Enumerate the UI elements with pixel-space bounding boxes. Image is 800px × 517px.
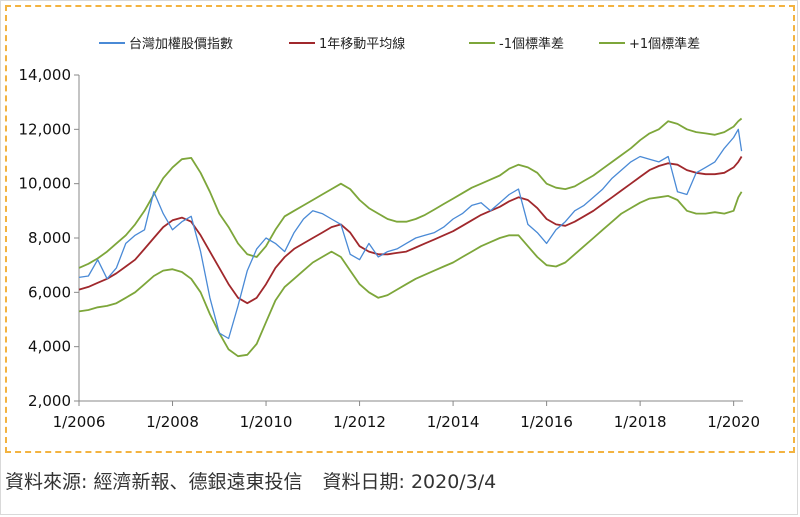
line-chart: 台灣加權股價指數 1年移動平均線 -1個標準差 +1個標準差 2,000 4,000 6,…: [19, 36, 761, 431]
y-tick-label: 12,000: [19, 120, 72, 138]
y-tick-label: 8,000: [28, 229, 71, 247]
y-tick-label: 4,000: [28, 338, 71, 356]
series-line-0: [78, 128, 743, 340]
x-tick-label: 1/2016: [520, 413, 573, 431]
series-line-3: [78, 117, 743, 269]
y-tick-label: 14,000: [19, 66, 72, 84]
data-date-note: 資料日期: 2020/3/4: [322, 471, 497, 493]
x-tick-label: 1/2018: [614, 413, 667, 431]
y-tick-label: 6,000: [28, 283, 71, 301]
chart-axes: 2,000 4,000 6,000 8,000 10,000 12,000 14,000 1/…: [19, 66, 761, 431]
chart-series: [78, 117, 743, 358]
legend-label-1: 1年移動平均線: [319, 36, 405, 52]
x-tick-label: 1/2008: [146, 413, 199, 431]
chart-container: 台灣加權股價指數 1年移動平均線 -1個標準差 +1個標準差 2,000 4,000 6,…: [5, 5, 795, 453]
x-tick-label: 1/2006: [53, 413, 106, 431]
y-tick-label: 10,000: [19, 175, 72, 193]
x-tick-label: 1/2010: [240, 413, 293, 431]
legend-label-0: 台灣加權股價指數: [129, 37, 233, 52]
series-line-2: [78, 191, 743, 358]
x-tick-label: 1/2012: [333, 413, 386, 431]
x-tick-label: 1/2020: [707, 413, 760, 431]
y-tick-label: 2,000: [28, 392, 71, 410]
source-note: 資料來源: 經濟新報、德銀遠東投信: [5, 471, 303, 493]
legend-label-3: +1個標準差: [629, 36, 700, 52]
series-line-1: [78, 156, 743, 305]
x-tick-label: 1/2014: [427, 413, 480, 431]
chart-legend: 台灣加權股價指數 1年移動平均線 -1個標準差 +1個標準差: [99, 36, 700, 52]
legend-label-2: -1個標準差: [499, 36, 564, 52]
chart-footer: 資料來源: 經濟新報、德銀遠東投信 資料日期: 2020/3/4: [5, 467, 510, 494]
